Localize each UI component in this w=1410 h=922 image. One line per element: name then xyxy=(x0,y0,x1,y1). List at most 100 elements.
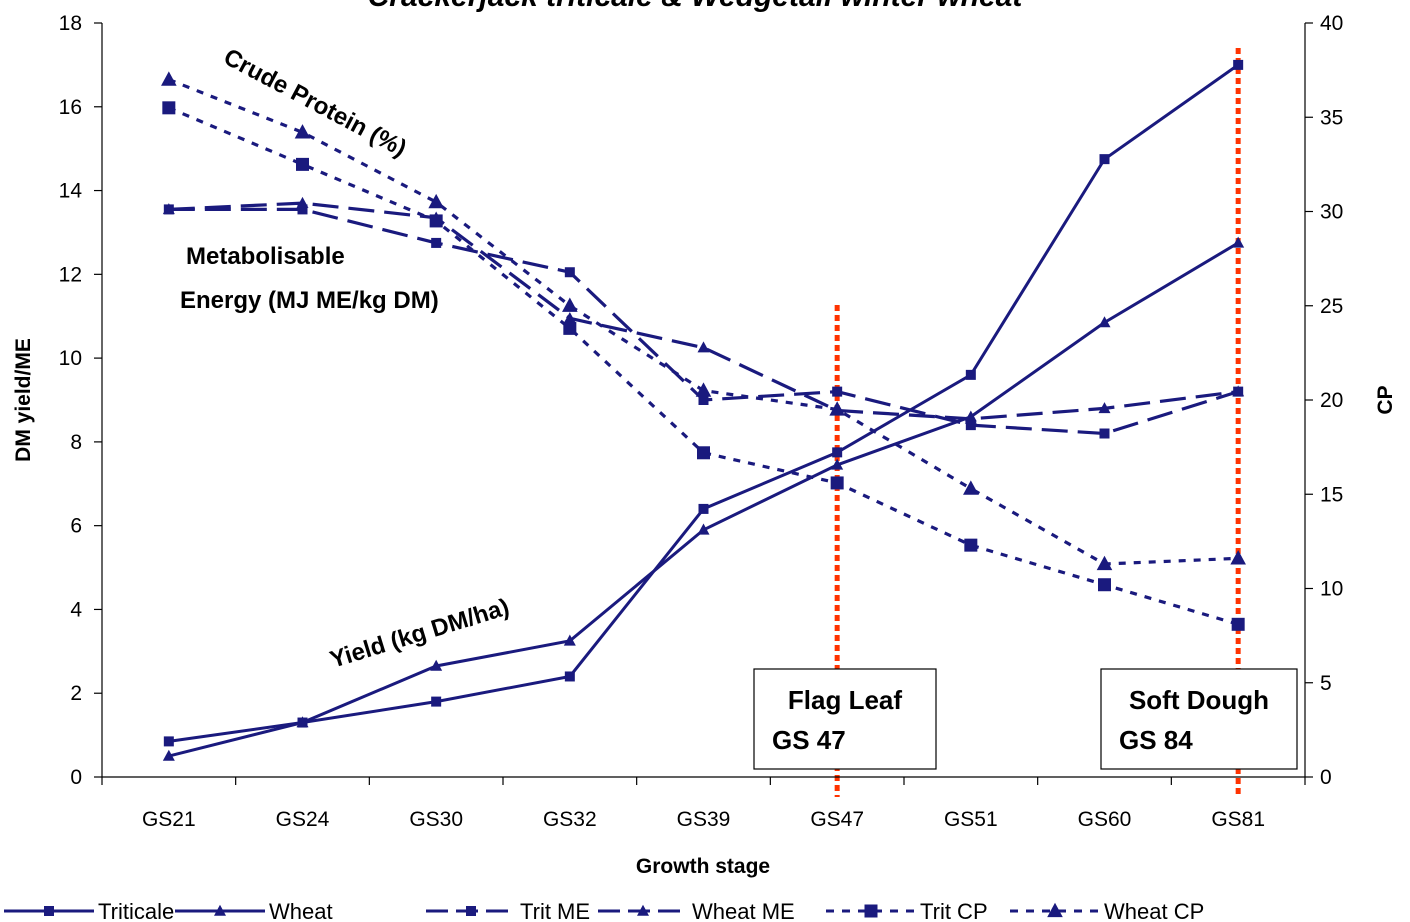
flag-leaf-box: Flag Leaf GS 47 xyxy=(753,668,937,770)
series-wheat xyxy=(162,236,1245,761)
square-marker xyxy=(1231,617,1245,631)
triangle-marker xyxy=(563,634,576,646)
legend-label: Wheat CP xyxy=(1104,899,1204,922)
soft-dough-box: Soft Dough GS 84 xyxy=(1100,668,1298,770)
x-tick-label: GS60 xyxy=(1078,808,1132,831)
series-line xyxy=(168,78,1239,566)
x-tick-label: GS47 xyxy=(810,808,864,831)
legend-label: Trit ME xyxy=(520,899,590,922)
square-marker xyxy=(965,369,976,380)
legend-label: Trit CP xyxy=(920,899,988,922)
square-marker xyxy=(44,906,54,916)
square-marker xyxy=(564,671,575,682)
x-tick-label: GS30 xyxy=(409,808,463,831)
crude-protein-annotation: Crude Protein (%) xyxy=(219,43,411,162)
triangle-marker xyxy=(214,904,226,916)
y2-tick-label: 15 xyxy=(1320,483,1343,506)
square-marker xyxy=(564,267,575,278)
y-tick-label: 8 xyxy=(70,431,82,454)
label-box-line2: GS 47 xyxy=(772,725,846,755)
square-marker xyxy=(832,447,843,458)
triangle-marker xyxy=(1047,902,1063,918)
legend-label: Triticale xyxy=(98,899,174,922)
triangle-marker xyxy=(1232,385,1245,397)
triangle-marker xyxy=(964,412,977,424)
y-tick-label: 6 xyxy=(70,515,82,538)
series-line xyxy=(168,241,1239,758)
legend-item: Wheat xyxy=(175,899,333,922)
square-marker xyxy=(163,736,174,747)
y-tick-label: 0 xyxy=(70,766,82,789)
y-tick-label: 18 xyxy=(59,12,82,35)
y-tick-label: 10 xyxy=(59,347,82,370)
triangle-marker xyxy=(430,659,443,671)
triangle-marker xyxy=(428,193,444,209)
square-marker xyxy=(832,386,843,397)
y-tick-label: 16 xyxy=(59,96,82,119)
x-axis-title: Growth stage xyxy=(636,855,770,878)
legend-item: Trit ME xyxy=(426,899,590,922)
series-trit-me xyxy=(163,204,1244,439)
x-tick-label: GS39 xyxy=(677,808,731,831)
series-trit-cp xyxy=(162,101,1245,631)
x-tick-label: GS81 xyxy=(1211,808,1265,831)
y-tick-label: 2 xyxy=(70,682,82,705)
y2-tick-label: 30 xyxy=(1320,201,1343,224)
x-tick-label: GS32 xyxy=(543,808,597,831)
triangle-marker xyxy=(1232,236,1245,248)
square-marker xyxy=(429,214,443,228)
series-line xyxy=(168,106,1239,626)
triangle-marker xyxy=(697,341,710,353)
legend-item: Trit CP xyxy=(826,899,988,922)
triangle-marker xyxy=(697,523,710,535)
triangle-marker xyxy=(637,904,649,916)
triangle-marker xyxy=(562,297,578,312)
x-tick-label: GS24 xyxy=(276,808,330,831)
triangle-marker xyxy=(1096,555,1113,571)
triangle-marker xyxy=(162,203,175,215)
triangle-marker xyxy=(296,196,309,208)
square-marker xyxy=(466,906,476,916)
label-box xyxy=(1100,668,1298,770)
square-marker xyxy=(297,204,308,215)
square-marker xyxy=(296,157,309,171)
legend-label: Wheat ME xyxy=(692,899,795,922)
y2-tick-label: 35 xyxy=(1320,106,1343,129)
triangle-marker xyxy=(831,458,844,470)
square-marker xyxy=(1233,59,1244,70)
label-box-line1: Flag Leaf xyxy=(788,685,902,715)
square-marker xyxy=(965,420,976,431)
triangle-marker xyxy=(695,382,712,397)
triangle-marker xyxy=(963,480,979,495)
y2-tick-label: 0 xyxy=(1320,766,1332,789)
triangle-marker xyxy=(1098,402,1111,414)
y2-tick-label: 40 xyxy=(1320,12,1343,35)
triangle-marker xyxy=(1230,550,1246,565)
yield-annotation: Yield (kg DM/ha) xyxy=(327,594,513,674)
x-tick-label: GS21 xyxy=(142,808,196,831)
y-tick-label: 14 xyxy=(59,180,83,203)
legend-label: Wheat xyxy=(269,899,333,922)
y-tick-label: 4 xyxy=(70,598,82,621)
square-marker xyxy=(698,503,709,514)
chart-title: Crackerjack triticale & Wedgetail winter… xyxy=(368,0,1025,13)
y2-tick-label: 5 xyxy=(1320,672,1332,695)
square-marker xyxy=(431,696,442,707)
series-line xyxy=(168,201,1239,421)
square-marker xyxy=(1098,578,1111,592)
triangle-marker xyxy=(296,716,309,728)
y2-axis-title: CP xyxy=(1374,385,1397,414)
triangle-marker xyxy=(563,312,576,324)
square-marker xyxy=(697,446,710,460)
triangle-marker xyxy=(1098,316,1111,328)
square-marker xyxy=(563,321,577,335)
series-wheat-cp xyxy=(161,71,1246,571)
legend-item: Wheat CP xyxy=(1010,899,1204,922)
label-box-line2: GS 84 xyxy=(1119,725,1193,755)
y-axis-title: DM yield/ME xyxy=(12,338,35,462)
triangle-marker xyxy=(829,401,845,416)
legend-item: Wheat ME xyxy=(598,899,795,922)
label-box-line1: Soft Dough xyxy=(1129,685,1269,715)
y2-tick-label: 25 xyxy=(1320,295,1343,318)
triangle-marker xyxy=(162,749,175,761)
